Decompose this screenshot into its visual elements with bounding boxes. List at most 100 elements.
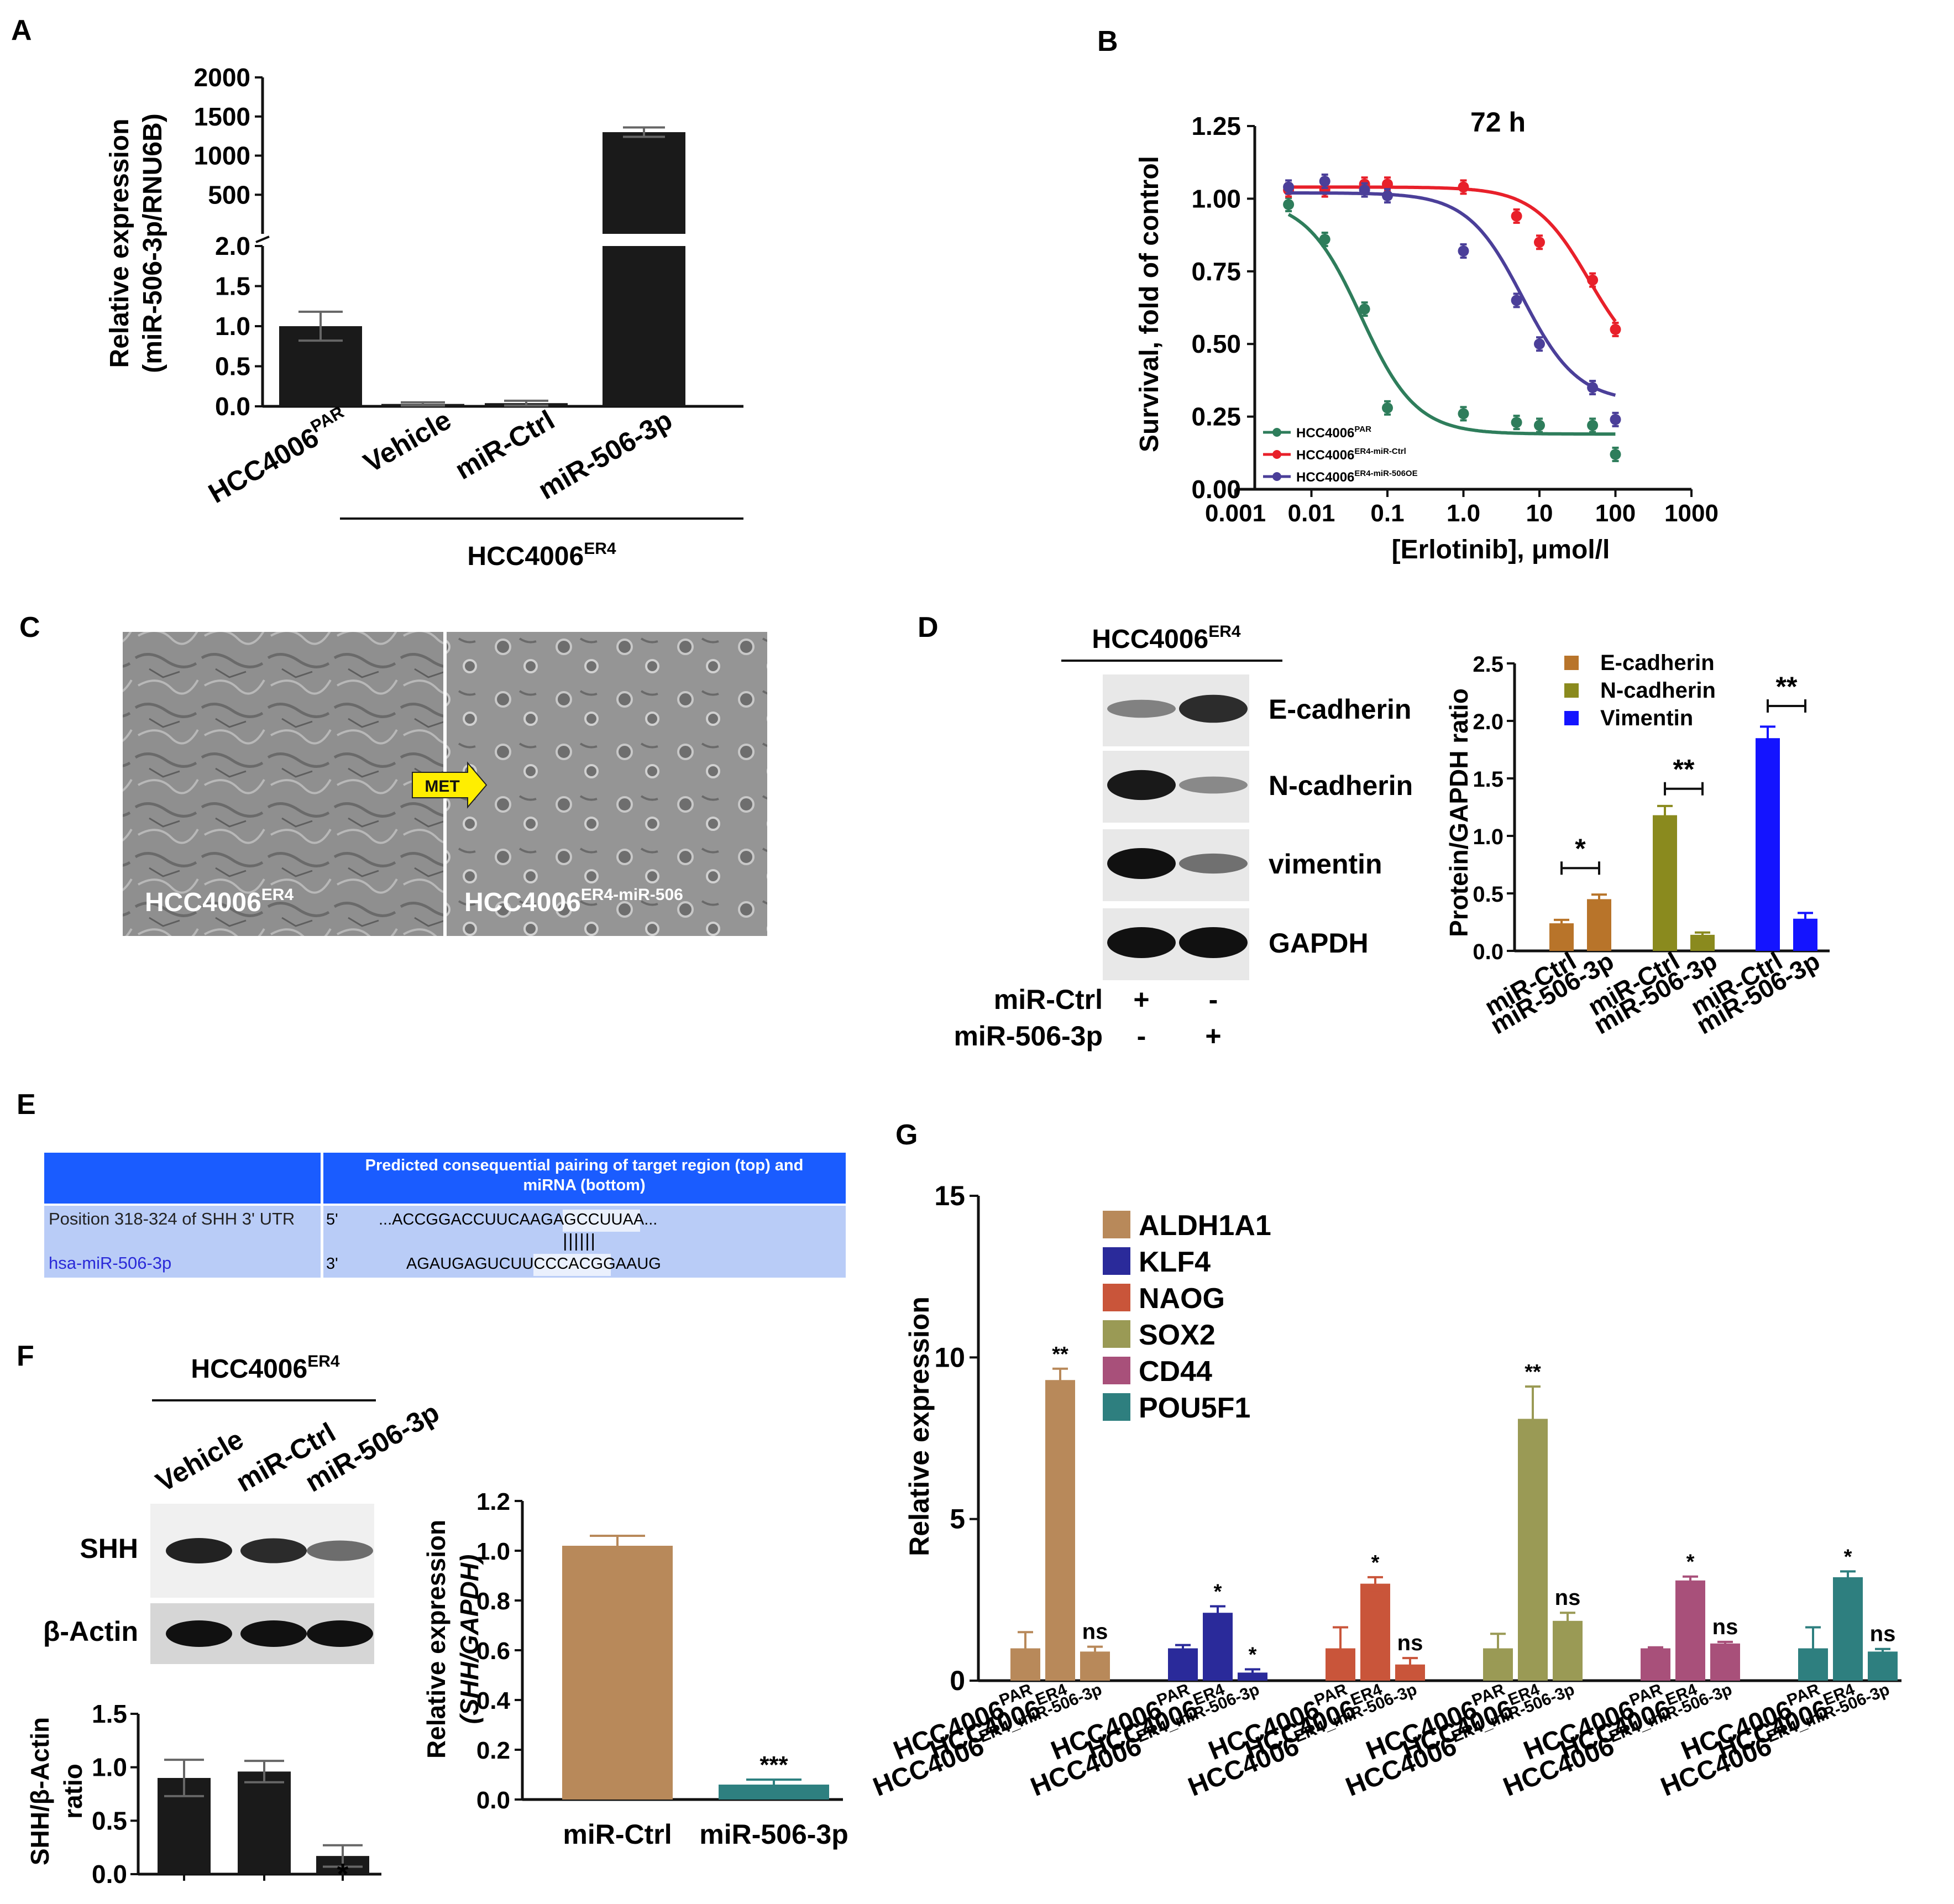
panel-a-bar-chart: Relative expression (miR-506-3p/RNU6B) H… bbox=[105, 63, 743, 571]
panel-b-point bbox=[1511, 210, 1522, 222]
panel-d-treat-label: miR-Ctrl bbox=[994, 984, 1103, 1015]
panel-d-legend-swatch bbox=[1564, 711, 1579, 725]
panel-d-band-label: GAPDH bbox=[1269, 928, 1369, 959]
panel-b-ylabel: Survival, fold of control bbox=[1135, 156, 1164, 452]
panel-e-header-text: Predicted consequential pairing of targe… bbox=[365, 1157, 804, 1194]
panel-label-e: E bbox=[17, 1089, 36, 1121]
panel-d-sig-bracket bbox=[1664, 782, 1704, 796]
panel-e-row2-dir: 3' bbox=[326, 1255, 338, 1273]
panel-d-error-bar bbox=[1591, 893, 1607, 905]
panel-a-ytick-label: 500 bbox=[208, 180, 250, 209]
panel-g-sig-label: ns bbox=[1555, 1586, 1581, 1610]
panel-e-seed-box-bottom bbox=[533, 1254, 611, 1276]
panel-d-legend-label: N-cadherin bbox=[1600, 678, 1716, 703]
panel-g-error-bar bbox=[1368, 1576, 1383, 1592]
panel-e-header-left bbox=[44, 1153, 321, 1204]
panel-b-point bbox=[1534, 237, 1545, 248]
panel-d-band bbox=[1179, 853, 1248, 874]
panel-d-error-bar bbox=[1554, 918, 1569, 928]
panel-g-bar bbox=[1710, 1643, 1740, 1681]
panel-d-treat-label: miR-506-3p bbox=[954, 1021, 1103, 1052]
panel-b-ytick-label: 0.00 bbox=[1191, 475, 1241, 504]
panel-b-legend-marker bbox=[1272, 450, 1281, 459]
panel-f-rel-xtick-label: miR-506-3p bbox=[699, 1819, 848, 1850]
panel-b-xtick-label: 1.0 bbox=[1447, 500, 1480, 527]
panel-b-xtick-label: 1000 bbox=[1664, 500, 1719, 527]
panel-g-error-bar bbox=[1245, 1668, 1260, 1677]
panel-f-band bbox=[166, 1620, 232, 1647]
panel-f-rel-xtick-label: miR-Ctrl bbox=[563, 1819, 672, 1850]
panel-g-bar bbox=[1868, 1651, 1898, 1681]
panel-g-sig-label: * bbox=[1371, 1551, 1380, 1575]
panel-label-d: D bbox=[918, 611, 939, 644]
panel-g-bar bbox=[1168, 1648, 1198, 1681]
panel-label-a: A bbox=[11, 14, 32, 46]
panel-g-legend-swatch bbox=[1103, 1357, 1130, 1384]
panel-d-ytick-label: 1.5 bbox=[1473, 767, 1504, 792]
panel-d-ytick-label: 0.5 bbox=[1473, 882, 1504, 907]
panel-a-group-label: HCC4006ER4 bbox=[467, 540, 616, 571]
panel-d-legend-swatch bbox=[1564, 656, 1579, 670]
panel-f-rel-ytick-label: 0.8 bbox=[476, 1588, 510, 1615]
panel-f-rel-ylabel-1: Relative expression bbox=[422, 1520, 450, 1759]
panel-c-met-text: MET bbox=[425, 777, 459, 796]
panel-g-bar bbox=[1360, 1583, 1390, 1681]
panel-b-point bbox=[1511, 417, 1522, 428]
panel-g-error-bar bbox=[1840, 1570, 1856, 1584]
panel-label-f: F bbox=[17, 1340, 34, 1372]
panel-g-legend-label: ALDH1A1 bbox=[1139, 1210, 1271, 1242]
panel-d-sig-label: ** bbox=[1673, 754, 1695, 785]
panel-g-sig-label: * bbox=[1214, 1581, 1222, 1604]
panel-g-legend-label: CD44 bbox=[1139, 1356, 1212, 1388]
panel-d-band bbox=[1107, 848, 1176, 879]
panel-g-error-bar bbox=[1175, 1644, 1191, 1653]
panel-a-error-bar bbox=[401, 401, 445, 407]
panel-d-sig-bracket bbox=[1767, 699, 1806, 713]
panel-e-header-right bbox=[323, 1153, 846, 1204]
panel-c-met-arrow bbox=[412, 761, 488, 809]
panel-f-lane-label: Vehicle bbox=[151, 1424, 249, 1498]
panel-f-rel-bar bbox=[562, 1546, 673, 1800]
panel-b-curve-1 bbox=[1287, 213, 1616, 436]
panel-d-ytick-label: 2.5 bbox=[1473, 652, 1504, 677]
panel-b-point bbox=[1587, 382, 1599, 394]
panel-f-rel-ylabel-2: (SHH/GAPDH) bbox=[455, 1555, 484, 1724]
panel-d-error-bar bbox=[1695, 931, 1710, 939]
panel-b-xlabel: [Erlotinib], μmol/l bbox=[1392, 535, 1610, 564]
panel-g-ytick-label: 10 bbox=[934, 1342, 965, 1373]
panel-label-c: C bbox=[19, 611, 40, 644]
panel-g-sig-label: ** bbox=[1052, 1343, 1068, 1366]
panel-a-ytick-label: 1.5 bbox=[215, 272, 250, 301]
panel-g-sig-label: ns bbox=[1712, 1615, 1738, 1639]
panel-e-row1-seq: ...ACCGGACCUUCAAGAGCCUUAA... bbox=[379, 1211, 657, 1228]
panel-label-g: G bbox=[895, 1119, 918, 1151]
panel-d-sig-bracket bbox=[1560, 861, 1600, 875]
panel-b-ytick-label: 0.50 bbox=[1191, 329, 1241, 358]
panel-d-treat-sign: + bbox=[1133, 984, 1149, 1015]
panel-f-rel-ytick-label: 0.6 bbox=[476, 1638, 510, 1665]
panel-f-ratio-ylabel-2: ratio bbox=[59, 1764, 87, 1819]
panel-b-xtick-label: 10 bbox=[1526, 500, 1553, 527]
panel-b-xtick-label: 0.01 bbox=[1288, 500, 1335, 527]
panel-g-error-bar bbox=[1683, 1575, 1698, 1586]
panel-b-dose-response-chart: 72 h Survival, fold of control [Erlotini… bbox=[1135, 107, 1719, 564]
panel-f-band bbox=[240, 1620, 307, 1647]
panel-g-error-bar bbox=[1648, 1646, 1663, 1651]
panel-b-ytick-label: 0.75 bbox=[1191, 257, 1241, 286]
panel-d-bar bbox=[1756, 738, 1780, 951]
panel-f-rel-ytick-label: 1.0 bbox=[476, 1538, 510, 1565]
panel-b-xtick-label: 100 bbox=[1595, 500, 1636, 527]
panel-f-ratio-bar bbox=[238, 1771, 291, 1874]
panel-e-pairs: |||||| bbox=[563, 1230, 596, 1251]
panel-b-curve-3 bbox=[1288, 191, 1616, 397]
panel-g-sig-label: * bbox=[1844, 1545, 1852, 1568]
panel-g-bar bbox=[1833, 1577, 1863, 1681]
panel-g-error-bar bbox=[1402, 1657, 1418, 1672]
panel-d-band-label: vimentin bbox=[1269, 849, 1382, 880]
panel-b-curve-2 bbox=[1288, 185, 1617, 323]
panel-b-point bbox=[1283, 198, 1295, 210]
panel-b-ytick-label: 0.25 bbox=[1191, 402, 1241, 431]
panel-a-ytick-label: 2.0 bbox=[215, 232, 250, 260]
panel-c-label-right: HCC4006ER4-miR-506 bbox=[464, 886, 683, 917]
